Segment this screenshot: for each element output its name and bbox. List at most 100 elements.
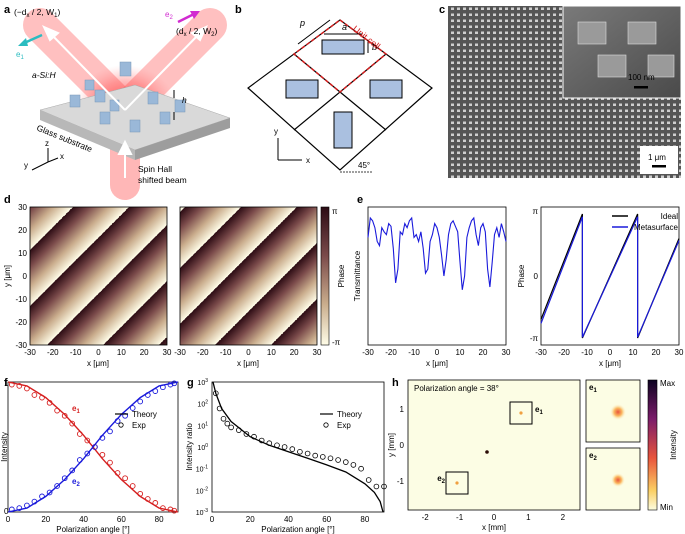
h-main-map [408,380,580,510]
panel-f-plot: 0 20 40 60 80 1 0 Intensity Polarization ang… [0,379,178,534]
e-right-xtick: 20 [652,348,661,357]
f-exp-point [25,386,30,391]
g-exp-point [359,466,364,471]
panel-e-plots: Transmittance -30 -20 -10 0 10 20 30 x [μm] Ph… [353,207,684,368]
e-right-yticks: π0-π [530,207,539,343]
panel-label-h: h [392,377,399,389]
panel-h-plot: Polarization angle = 38° e1 e2 -2 -1 0 1 2 1… [387,379,678,532]
panel-c-sem-image: 100 nm 1 μm [448,6,681,178]
panel-d-phase-maps: π -π Phase y [μm] 3020100-10-20-30 -30 -2… [3,203,346,368]
e-right-xtick: 30 [675,348,684,357]
angle-label: 45° [358,161,370,170]
d-xtick: 20 [290,348,299,357]
d-ytick: 20 [18,226,27,235]
f-legend-exp-swatch [119,423,123,427]
d-xticks-right: -30 -20 -10 0 10 20 30 [174,348,322,357]
g-exp-point [225,421,230,426]
e-left-xtick: 30 [502,348,511,357]
g-legend-exp-swatch [324,423,328,427]
d-xtick: 20 [140,348,149,357]
main-scale-bar [652,165,666,168]
g-xtick: 0 [210,515,215,524]
g-xtick: 20 [246,515,255,524]
h-xtick: -1 [456,513,464,522]
g-xtick: 60 [322,515,331,524]
f-series [8,381,178,513]
e-right-xtick: 0 [608,348,613,357]
h-yticks: 10-1 [397,405,405,486]
sem-inset [563,6,681,98]
g-legend-exp: Exp [337,421,351,430]
pillar-bottom [334,112,352,148]
g-ytick: 10-3 [196,508,208,517]
material-label: a-Si:H [32,70,56,80]
g-exp-point [313,453,318,458]
panel-label-g: g [187,377,194,389]
legend-meta-label: Metasurface [634,223,679,232]
f-e1-label: e1 [72,404,80,415]
transmittance-line [368,218,506,290]
f-ytop: 1 [4,379,9,388]
g-ytick: 101 [197,421,208,430]
d-ytick: 30 [18,203,27,212]
panel-g-plot: 0 20 40 60 80 10310210110010-110-210-3 Inten… [185,378,386,534]
f-xtick: 60 [117,515,126,524]
f-legend-exp: Exp [132,421,146,430]
g-exp-point [282,445,287,450]
input-label-2: shifted beam [138,175,187,185]
f-exp-point [138,399,143,404]
e-left-xtick: 0 [435,348,440,357]
f-e2-label: e2 [72,477,80,488]
d-ylabel: y [μm] [3,265,12,287]
panel-label-e: e [357,194,363,206]
f-exp-point [123,476,128,481]
panel-label-c: c [439,4,445,16]
g-frame [212,382,384,512]
d-yticks: 3020100-10-20-30 [15,203,27,350]
pillar-top [322,40,364,54]
h-xtick: -2 [422,513,430,522]
f-exp-point [32,393,37,398]
g-exp-point [328,456,333,461]
f-xtick: 0 [6,515,11,524]
inset-scale-label: 100 nm [628,73,655,82]
phase-meta-line [541,217,679,337]
f-exp-point [153,501,158,506]
f-exp-point [108,460,113,465]
h-cb-min: Min [660,503,673,512]
g-ytick: 102 [197,400,208,409]
e-left-xtick: 20 [479,348,488,357]
e-right-xtick: -10 [581,348,593,357]
g-theory-line [213,382,383,512]
g-xlabel: Polarization angle [°] [261,525,334,534]
f-xlabel: Polarization angle [°] [56,525,129,534]
g-exp-point [275,443,280,448]
f-exp-point [25,503,30,508]
d-xtick: 30 [313,348,322,357]
panel-a-axes [32,148,58,170]
phase-colorbar [321,207,329,345]
e-left-xticks: -30 -20 -10 0 10 20 30 [362,348,511,357]
e-right-xticks: -30 -20 -10 0 10 20 30 [535,348,684,357]
cb-bottom-label: -π [332,338,341,347]
g-exp-point [221,416,226,421]
g-series [213,382,386,512]
g-legend-theory: Theory [337,410,362,419]
g-ytick: 10-2 [196,486,208,495]
d-xlabel-right: x [μm] [237,359,259,368]
d-ytick: 10 [18,249,27,258]
f-xtick: 20 [41,515,50,524]
f-xtick: 80 [155,515,164,524]
e2-label: e2 [165,10,173,21]
h-xticks: -2 -1 0 1 2 [422,513,566,522]
inset-scale-bar [634,86,648,89]
f-exp-point [108,429,113,434]
f-exp-point [153,389,158,394]
d-xtick: 10 [117,348,126,357]
e1-arrowhead [18,38,28,46]
h-xtick: 1 [526,513,531,522]
e-right-ytick: 0 [534,272,539,281]
main-scale-label: 1 μm [648,153,666,162]
panel-a-schematic: (−dx / 2, W1) (dx / 2, W2) e1 e2 a-Si:H … [14,7,230,185]
g-xticks: 0 20 40 60 80 [210,515,370,524]
